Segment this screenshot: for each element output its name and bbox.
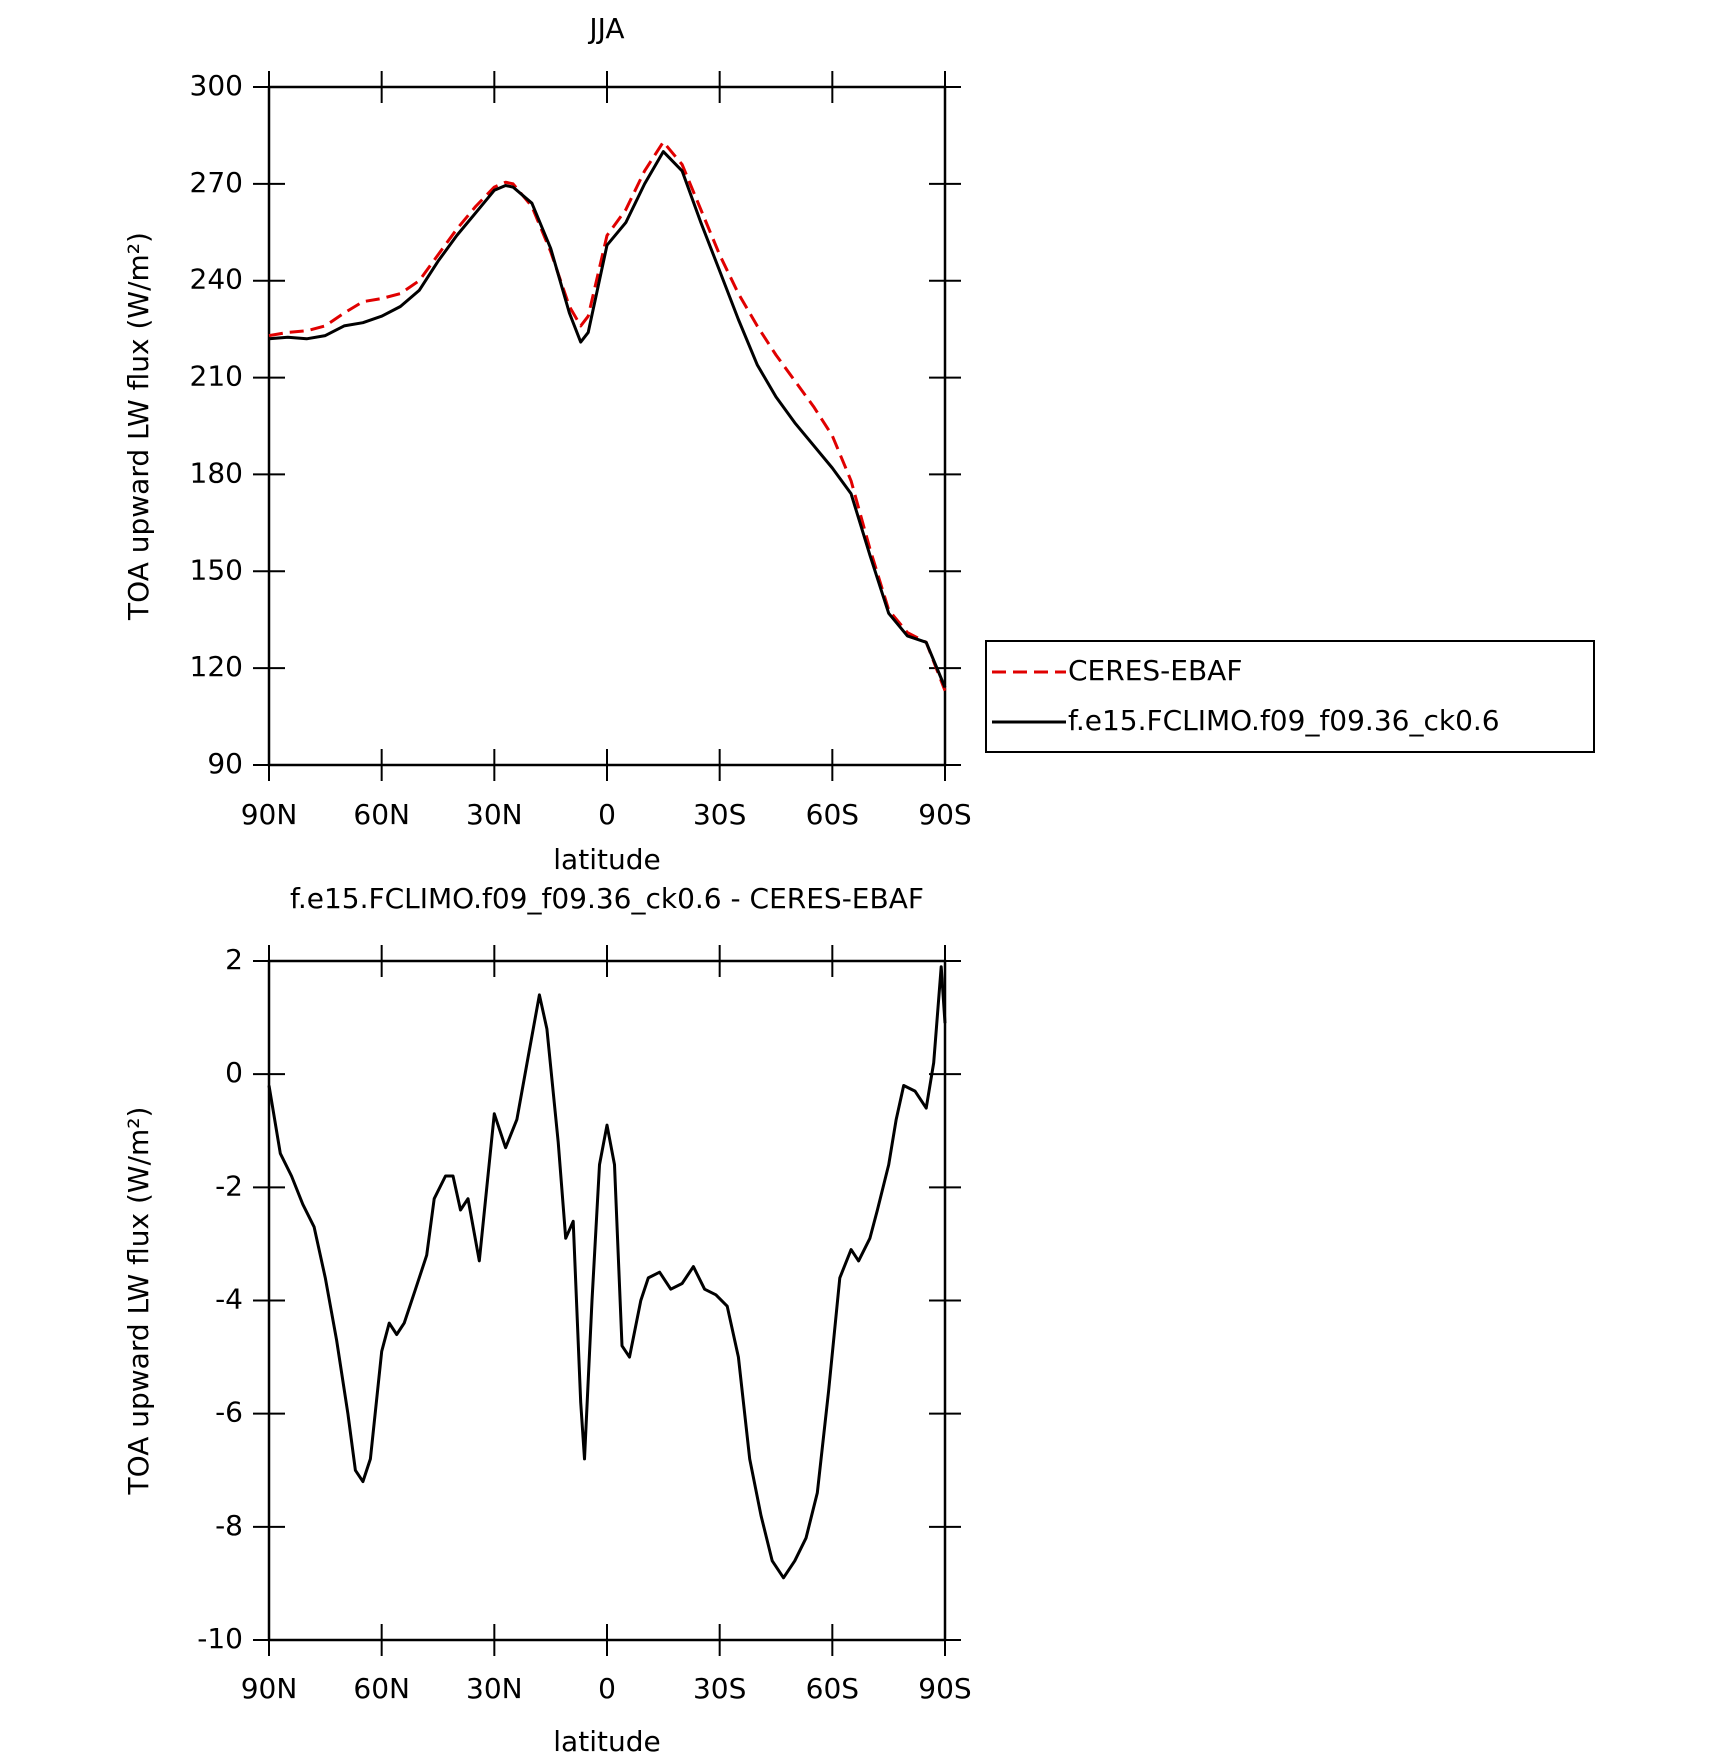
y-tick-label: 180	[190, 456, 243, 489]
y-tick-label: 150	[190, 553, 243, 586]
y-tick-label: 240	[190, 263, 243, 296]
y-axis-label: TOA upward LW flux (W/m²)	[122, 232, 155, 621]
y-axis-label: TOA upward LW flux (W/m²)	[122, 1107, 155, 1496]
x-tick-label: 90S	[918, 798, 971, 831]
y-tick-label: -8	[215, 1509, 243, 1542]
plot-frame	[267, 959, 947, 1642]
x-axis-label: latitude	[553, 843, 660, 876]
y-tick-label: 2	[225, 943, 243, 976]
chart-title: f.e15.FCLIMO.f09_f09.36_ck0.6 - CERES-EB…	[290, 882, 924, 915]
y-tick-label: -2	[215, 1169, 243, 1202]
x-axis-label: latitude	[553, 1725, 660, 1758]
x-tick-label: 0	[598, 1672, 616, 1705]
x-tick-label: 30S	[693, 1672, 746, 1705]
x-tick-label: 30N	[466, 798, 523, 831]
chart-title: JJA	[587, 12, 624, 45]
x-tick-label: 90S	[918, 1672, 971, 1705]
x-tick-label: 60S	[806, 1672, 859, 1705]
y-tick-label: 90	[207, 747, 243, 780]
y-tick-label: 210	[190, 360, 243, 393]
series-line	[268, 150, 947, 689]
legend-box	[985, 640, 1595, 753]
y-tick-label: 300	[190, 69, 243, 102]
x-tick-label: 0	[598, 798, 616, 831]
y-tick-label: 120	[190, 650, 243, 683]
y-tick-label: 0	[225, 1056, 243, 1089]
x-tick-label: 60N	[353, 798, 410, 831]
y-tick-label: -6	[215, 1396, 243, 1429]
x-tick-label: 60N	[353, 1672, 410, 1705]
x-tick-label: 30S	[693, 798, 746, 831]
series-line	[268, 140, 947, 692]
x-tick-label: 60S	[806, 798, 859, 831]
y-tick-label: 270	[190, 166, 243, 199]
plot-frame	[267, 85, 947, 767]
y-tick-label: -4	[215, 1283, 243, 1316]
series-line	[267, 965, 947, 1580]
legend-label: CERES-EBAF	[1068, 654, 1242, 687]
y-tick-label: -10	[197, 1622, 243, 1655]
x-tick-label: 30N	[466, 1672, 523, 1705]
x-tick-label: 90N	[241, 798, 298, 831]
x-tick-label: 90N	[241, 1672, 298, 1705]
legend-label: f.e15.FCLIMO.f09_f09.36_ck0.6	[1068, 704, 1500, 737]
